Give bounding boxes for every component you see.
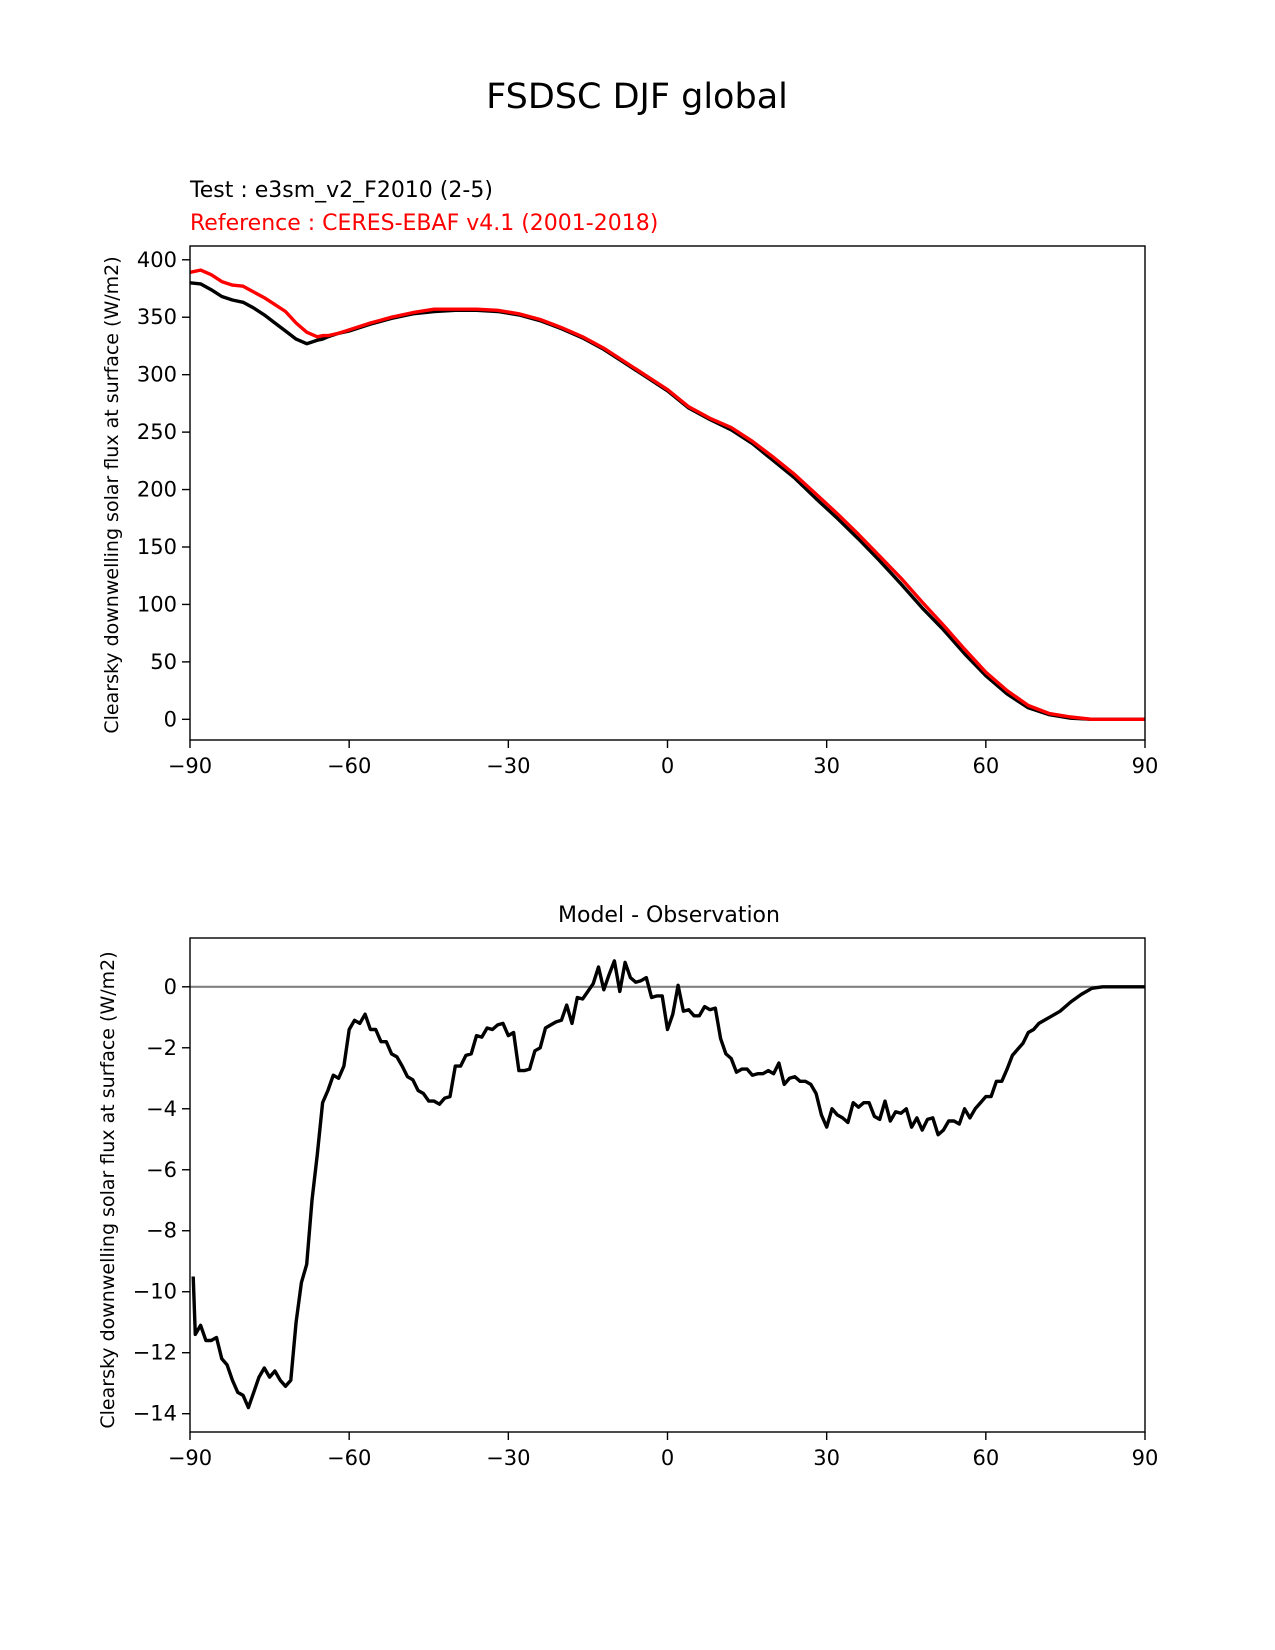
y-tick-label: −10 <box>133 1280 177 1304</box>
y-tick-label: 100 <box>137 592 177 616</box>
x-tick-label: 0 <box>661 1446 674 1470</box>
x-tick-label: 90 <box>1132 1446 1159 1470</box>
x-tick-label: 30 <box>813 754 840 778</box>
reference-series-line <box>190 268 1145 721</box>
x-tick-label: 30 <box>813 1446 840 1470</box>
x-tick-label: −60 <box>327 1446 371 1470</box>
y-tick-label: −12 <box>133 1341 177 1365</box>
x-tick-label: −30 <box>486 754 530 778</box>
x-tick-label: 0 <box>661 754 674 778</box>
reference-label: Reference : CERES-EBAF v4.1 (2001-2018) <box>190 211 658 236</box>
x-tick-label: −30 <box>486 1446 530 1470</box>
y-tick-label: −2 <box>146 1036 177 1060</box>
plot-frame <box>189 245 1146 741</box>
y-tick-label: −14 <box>133 1402 177 1426</box>
test-series-line <box>190 281 1145 721</box>
top-chart-ylabel: Clearsky downwelling solar flux at surfa… <box>101 256 123 733</box>
top-chart-panel: Test : e3sm_v2_F2010 (2-5) Reference : C… <box>101 178 1158 778</box>
y-tick-label: 150 <box>137 535 177 559</box>
y-tick-label: 50 <box>150 650 177 674</box>
x-tick-label: 60 <box>972 754 999 778</box>
x-tick-label: −90 <box>168 1446 212 1470</box>
y-tick-label: 250 <box>137 420 177 444</box>
figure-suptitle: FSDSC DJF global <box>486 77 788 117</box>
y-tick-label: 300 <box>137 363 177 387</box>
x-tick-label: 90 <box>1132 754 1159 778</box>
plot-frame <box>189 937 1146 1433</box>
y-tick-label: 400 <box>137 248 177 272</box>
x-tick-label: 60 <box>972 1446 999 1470</box>
test-label: Test : e3sm_v2_F2010 (2-5) <box>189 178 493 203</box>
y-tick-label: 0 <box>164 707 177 731</box>
y-tick-label: −6 <box>146 1158 177 1182</box>
y-tick-label: −4 <box>146 1097 177 1121</box>
bottom-chart-ylabel: Clearsky downwelling solar flux at surfa… <box>97 951 119 1428</box>
bottom-chart-panel: Model - Observation Clearsky downwelling… <box>97 903 1158 1470</box>
y-tick-label: −8 <box>146 1219 177 1243</box>
x-tick-label: −90 <box>168 754 212 778</box>
y-tick-label: 0 <box>164 975 177 999</box>
x-tick-label: −60 <box>327 754 371 778</box>
difference-series-line <box>191 959 1145 1410</box>
bottom-chart-title: Model - Observation <box>558 903 780 928</box>
y-tick-label: 200 <box>137 478 177 502</box>
y-tick-label: 350 <box>137 305 177 329</box>
